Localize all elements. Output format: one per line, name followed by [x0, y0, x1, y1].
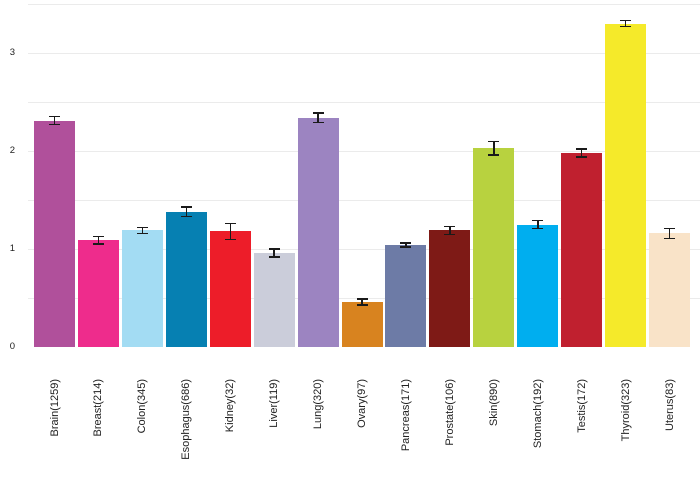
error-bar-stem [97, 236, 100, 245]
bar-kidney [209, 231, 251, 347]
error-bar-cap [400, 246, 412, 248]
error-bar-cap [92, 243, 104, 245]
bar-prostate [429, 230, 471, 347]
bar-ovary [341, 301, 383, 347]
x-tick-label-lung: Lung(320) [312, 379, 325, 430]
error-bar-stem [317, 112, 319, 123]
error-bar-stem [229, 223, 231, 240]
error-bar-cap [268, 256, 280, 258]
gridline [28, 102, 700, 103]
error-bar-cap [532, 227, 544, 230]
error-bar-stem [405, 243, 407, 247]
error-bar-cap [180, 215, 192, 218]
bar-esophagus [165, 211, 207, 347]
error-bar-stem [141, 227, 144, 234]
y-tick-label: 3 [9, 47, 15, 58]
bar-skin [473, 148, 515, 347]
y-tick-label: 0 [9, 341, 15, 352]
error-bar-stem [668, 228, 671, 239]
error-bar-stem [493, 141, 495, 155]
error-bar-cap [180, 206, 192, 208]
error-bar-cap [488, 140, 500, 142]
error-bar-cap [664, 237, 675, 239]
gridline [28, 249, 700, 250]
x-tick-label-prostate: Prostate(106) [443, 379, 456, 446]
error-bar-cap [92, 235, 104, 237]
error-bar-stem [580, 149, 583, 157]
bar-pancreas [385, 245, 427, 347]
error-bar-stem [53, 116, 56, 125]
bar-lung [297, 117, 339, 347]
error-bar-cap [49, 115, 60, 118]
error-bar-stem [449, 226, 451, 235]
error-bar-cap [576, 148, 588, 150]
error-bar-stem [537, 220, 539, 229]
x-tick-label-breast: Breast(214) [92, 379, 105, 437]
x-tick-label-esophagus: Esophagus(686) [180, 379, 193, 460]
y-tick-label: 1 [9, 243, 15, 254]
y-tick-label: 2 [9, 145, 15, 156]
bar-brain [34, 120, 75, 347]
x-tick-label-testis: Testis(172) [575, 379, 588, 433]
gridline [28, 151, 700, 152]
x-tick-label-pancreas: Pancreas(171) [399, 379, 412, 452]
error-bar-cap [444, 225, 456, 228]
error-bar-cap [224, 222, 236, 225]
x-tick-label-skin: Skin(890) [487, 379, 500, 427]
bar-stomach [517, 224, 559, 347]
error-bar-cap [312, 112, 324, 114]
error-bar-stem [185, 206, 187, 217]
error-bar-cap [49, 123, 60, 126]
bar-thyroid [605, 23, 647, 347]
error-bar-cap [576, 156, 588, 158]
bar-testis [561, 153, 603, 347]
x-tick-label-kidney: Kidney(32) [224, 379, 237, 433]
error-bar-cap [488, 154, 500, 156]
error-bar-cap [532, 219, 544, 222]
error-bar-cap [356, 304, 368, 306]
bar-breast [77, 240, 119, 347]
error-bar-cap [136, 226, 148, 229]
bar-colon [121, 230, 163, 347]
error-bar-stem [273, 249, 275, 257]
bar-uterus [649, 233, 690, 347]
x-tick-label-colon: Colon(345) [136, 379, 149, 434]
gridline [28, 53, 700, 54]
error-bar-cap [620, 19, 632, 22]
x-tick-label-brain: Brain(1259) [48, 379, 61, 437]
error-bar-cap [312, 121, 324, 124]
error-bar-cap [224, 238, 236, 240]
error-bar-stem [361, 299, 363, 305]
x-tick-label-ovary: Ovary(97) [356, 379, 368, 428]
gridline [28, 200, 700, 201]
error-bar-cap [400, 242, 412, 244]
error-bar-cap [356, 298, 368, 300]
error-bar-cap [268, 248, 280, 250]
error-bar-cap [136, 232, 148, 235]
gridline [28, 4, 700, 5]
error-bar-cap [664, 227, 675, 230]
error-bar-stem [624, 20, 627, 27]
x-tick-label-thyroid: Thyroid(323) [619, 379, 632, 442]
x-tick-label-liver: Liver(119) [268, 379, 281, 428]
x-tick-label-stomach: Stomach(192) [531, 379, 544, 449]
x-tick-label-uterus: Uterus(83) [663, 379, 676, 431]
error-bar-cap [620, 25, 632, 28]
bar-liver [253, 252, 295, 347]
error-bar-cap [444, 233, 456, 236]
